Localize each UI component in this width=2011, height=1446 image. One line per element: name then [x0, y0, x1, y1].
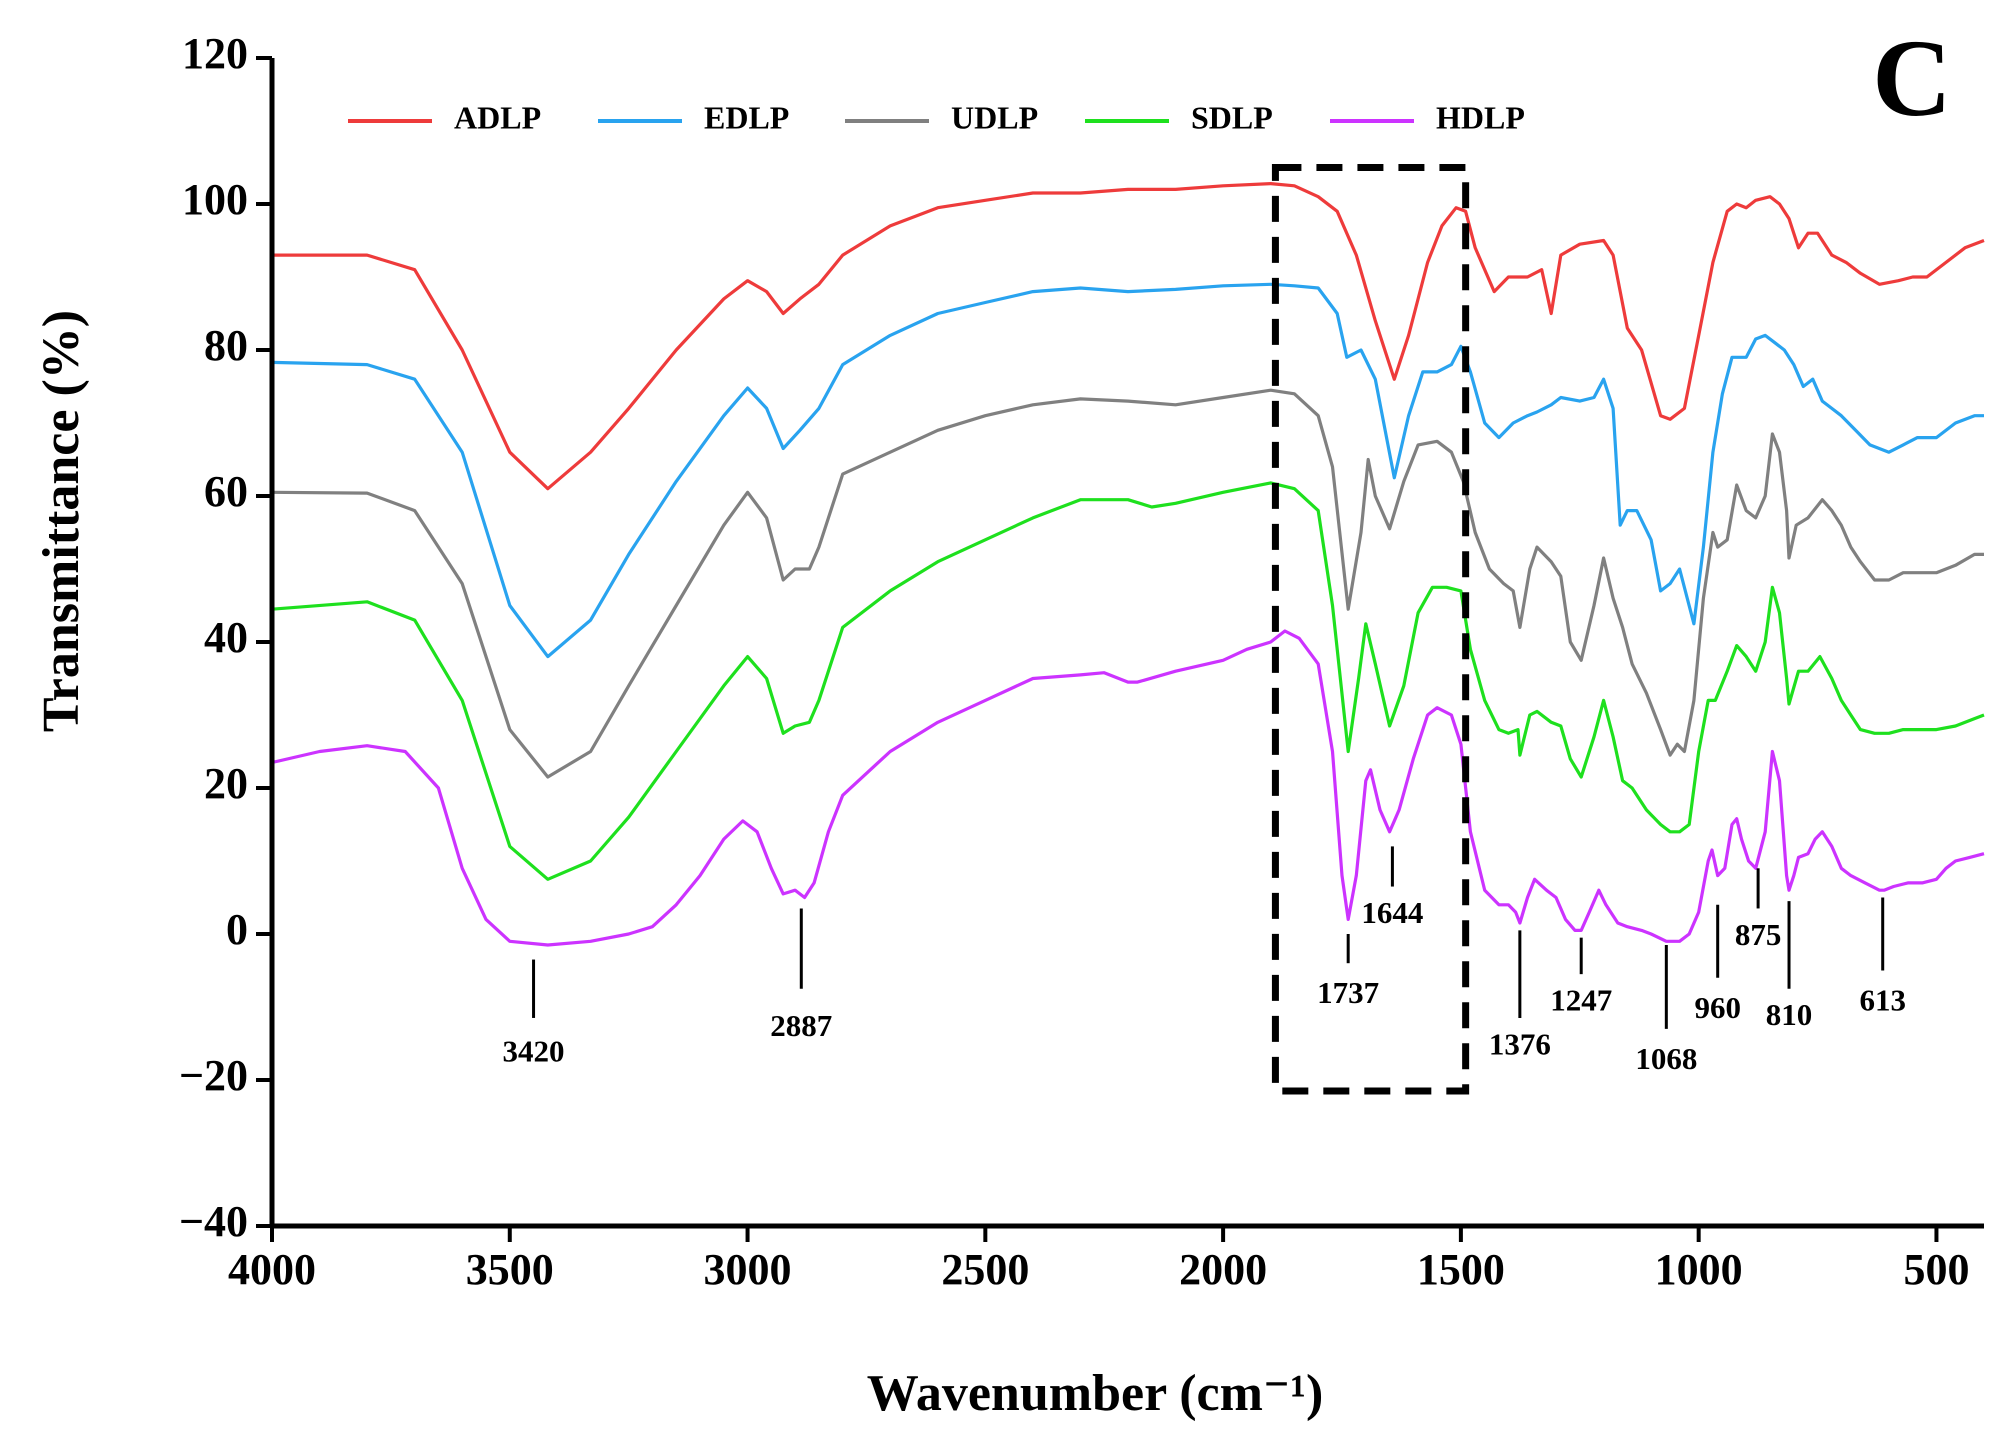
y-tick-label: 0: [226, 905, 248, 954]
peak-label-1068: 1068: [1635, 1041, 1697, 1076]
highlight-box-layer: [1271, 164, 1470, 1095]
series-line-hdlp: [271, 629, 1985, 947]
annotation-layer: 3420 2887 1737 1644 1376 1247 1068 960 875 810 613: [503, 846, 1906, 1076]
x-tick-label: 1500: [1417, 1245, 1505, 1294]
x-tick-label: 2500: [941, 1245, 1029, 1294]
x-tick-label: 4000: [228, 1245, 316, 1294]
peak-label-1644: 1644: [1361, 895, 1423, 930]
y-tick-label: 40: [204, 613, 248, 662]
legend-layer: ADLP EDLP UDLP SDLP HDLP: [348, 99, 1525, 135]
series-line-sdlp: [271, 481, 1985, 881]
legend-label-edlp: EDLP: [704, 99, 789, 135]
axis-layer: −40 −20 0 20 40 60 80 100 120 4000 3500 3000 2500 200…: [179, 29, 1984, 1294]
peak-label-1247: 1247: [1550, 982, 1612, 1017]
peak-label-613: 613: [1859, 982, 1906, 1017]
panel-label: C: [1872, 17, 1951, 139]
peak-label-1737: 1737: [1317, 975, 1379, 1010]
y-axis-title: Transmittance (%): [33, 310, 90, 732]
series-layer: [271, 182, 1985, 947]
peak-label-810: 810: [1766, 997, 1813, 1032]
legend-label-hdlp: HDLP: [1436, 99, 1525, 135]
peak-label-1376: 1376: [1489, 1026, 1551, 1061]
y-tick-label: 60: [204, 467, 248, 516]
y-tick-label: 20: [204, 759, 248, 808]
peak-label-875: 875: [1735, 917, 1782, 952]
x-tick-label: 1000: [1655, 1245, 1743, 1294]
y-tick-label: −20: [179, 1051, 248, 1100]
peak-label-2887: 2887: [770, 1008, 832, 1043]
x-tick-label: 2000: [1179, 1245, 1267, 1294]
x-tick-label: 3500: [466, 1245, 554, 1294]
legend-label-udlp: UDLP: [951, 99, 1038, 135]
series-line-edlp: [271, 282, 1984, 659]
y-tick-label: 100: [182, 175, 248, 224]
series-line-adlp: [272, 182, 1985, 491]
x-tick-label: 3000: [704, 1245, 792, 1294]
peak-label-960: 960: [1694, 990, 1741, 1025]
x-axis-title: Wavenumber (cm⁻¹): [867, 1365, 1324, 1422]
x-tick-label: 500: [1903, 1245, 1969, 1294]
peak-label-3420: 3420: [503, 1034, 565, 1069]
y-tick-label: −40: [179, 1197, 248, 1246]
highlight-box: [1271, 164, 1470, 1095]
legend-label-adlp: ADLP: [454, 99, 541, 135]
y-tick-label: 120: [182, 29, 248, 78]
legend-label-sdlp: SDLP: [1191, 99, 1273, 135]
series-line-udlp: [271, 388, 1984, 779]
y-tick-label: 80: [204, 321, 248, 370]
